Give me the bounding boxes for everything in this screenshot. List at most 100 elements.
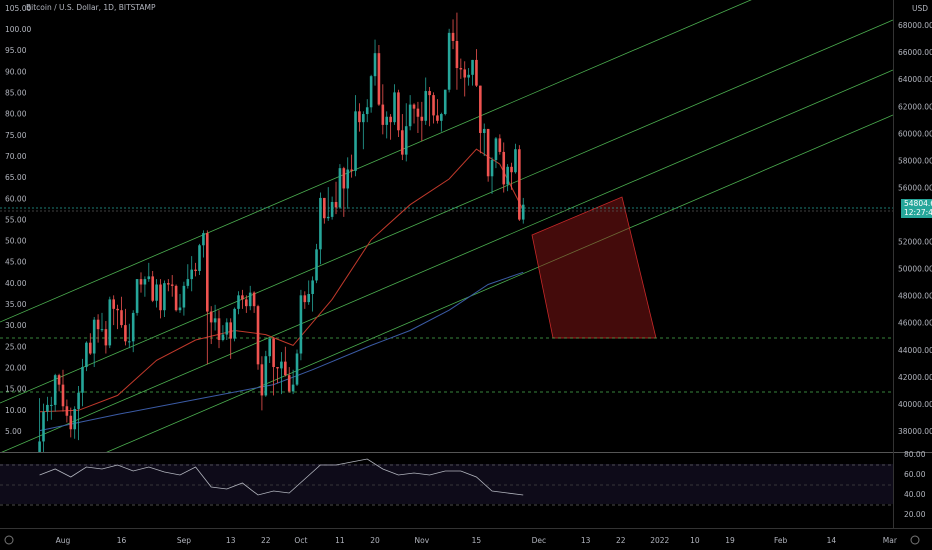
y2-tick-label: 90.00 [5,67,27,76]
candle-body [323,197,326,219]
y-tick-label: 56000.00 [898,183,932,192]
y-tick-label: 60000.00 [898,129,932,138]
candle-body [299,295,303,354]
y2-tick-label: 45.00 [5,258,27,267]
x-tick-label: 2022 [650,536,669,545]
moving-average [39,271,524,432]
candle-body [447,32,451,90]
settings-icon[interactable] [910,535,920,545]
channel-line [1,69,893,452]
candle-body [377,53,381,105]
candle-body [514,149,517,173]
y-tick-label: 40000.00 [898,400,932,409]
candle-body [440,114,443,121]
x-tick-label: 13 [226,536,236,545]
candle-body [104,329,108,346]
y-tick-label: 64000.00 [898,75,932,84]
candle-body [350,169,353,171]
candle-body [178,307,182,311]
candle-body [338,168,342,208]
y2-tick-label: 55.00 [5,215,27,224]
candle-body [498,138,502,152]
candle-body [326,216,330,219]
x-tick-label: Nov [415,536,430,545]
settings-icon[interactable] [4,535,14,545]
y2-tick-label: 75.00 [5,131,27,140]
y2-tick-label: 50.00 [5,237,27,246]
candle-body [319,197,322,250]
candle-body [307,293,311,303]
candle-body [127,341,131,343]
candle-body [506,166,509,185]
candle-body [124,325,127,342]
candle-body [61,384,65,407]
candle-body [479,85,482,133]
candle-body [49,404,53,406]
candle-body [81,367,84,393]
candle-body [295,353,299,385]
x-tick-label: 16 [117,536,127,545]
candle-body [73,408,76,430]
candle-body [268,338,272,357]
candle-body [490,160,494,177]
y-tick-label: 62000.00 [898,102,932,111]
candle-body [463,69,467,78]
x-tick-label: 19 [725,536,735,545]
channel-line [0,19,893,404]
y2-tick-label: 25.00 [5,342,27,351]
channel-line [106,114,893,452]
candle-body [510,166,513,173]
candle-body [404,126,408,155]
candle-body [311,280,314,294]
candle-body [436,115,439,121]
candle-body [260,364,264,396]
candle-body [334,201,338,208]
candle-body [237,295,240,309]
candle-body [147,276,151,280]
y2-tick-label: 95.00 [5,46,27,55]
x-tick-label: 13 [581,536,591,545]
candle-body [206,233,209,312]
candle-body [42,411,45,442]
candle-body [346,169,350,189]
candle-body [186,279,190,286]
candle-body [428,91,431,96]
axis-label: USD [912,4,928,13]
candle-body [291,384,295,392]
y2-tick-label: 5.00 [5,427,22,436]
y2-tick-label: 40.00 [5,279,27,288]
candle-body [155,284,158,301]
candle-body [276,367,279,369]
candle-body [443,89,447,115]
candle-body [217,318,221,340]
candle-body [389,116,392,123]
candle-body [467,74,470,78]
rsi-line [39,458,524,496]
candle-body [69,415,73,430]
candle-body [408,104,412,127]
y2-tick-label: 70.00 [5,152,27,161]
candle-body [77,392,80,409]
y2-tick-label: 85.00 [5,88,27,97]
candle-body [46,404,49,412]
y-tick-label: 66000.00 [898,48,932,57]
candle-body [432,95,435,116]
price-tag-value: 54804.62 [904,199,932,208]
candle-body [167,283,170,285]
candle-body [381,104,385,125]
candle-body [521,204,525,220]
y2-tick-label: 20.00 [5,364,27,373]
candle-body [245,299,248,307]
candle-body [202,233,205,246]
x-tick-label: 22 [616,536,626,545]
y-tick-label: 48000.00 [898,292,932,301]
candle-body [459,68,463,70]
candle-body [272,338,275,368]
price-tag-time: 12:27:45 [904,208,932,217]
candle-body [284,361,287,376]
candle-body [65,406,69,416]
candle-body [170,284,174,286]
candle-body [174,285,178,311]
candle-body [252,292,256,307]
y-tick-label: 38000.00 [898,427,932,436]
